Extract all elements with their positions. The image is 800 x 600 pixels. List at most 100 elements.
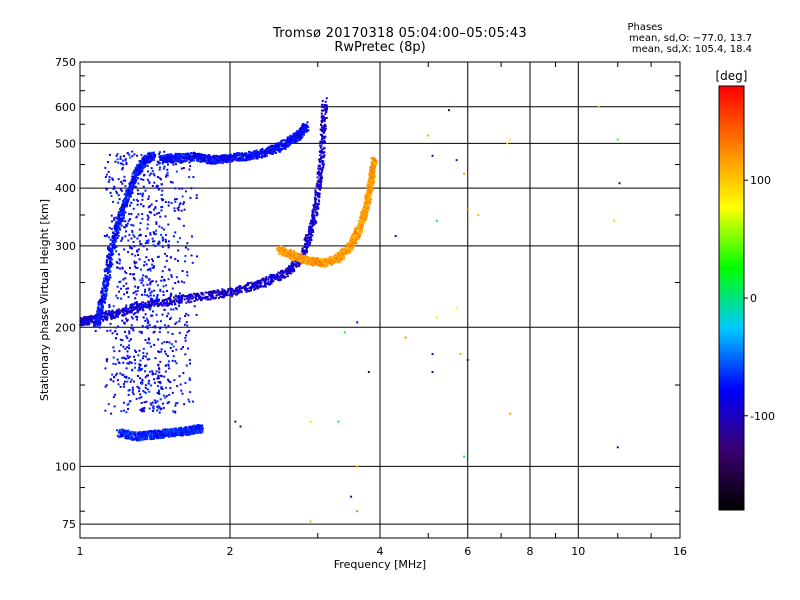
trace-point — [241, 286, 244, 289]
trace-point — [352, 236, 355, 239]
trace-point — [202, 427, 205, 430]
trace-point — [187, 152, 190, 155]
trace-point — [105, 285, 108, 288]
trace-point — [252, 155, 255, 158]
trace-point — [161, 161, 164, 164]
trace-point — [130, 438, 133, 441]
trace-point — [154, 432, 157, 435]
trace-point — [108, 261, 111, 264]
trace-point — [305, 130, 308, 133]
trace-point — [280, 245, 283, 248]
trace-point — [207, 161, 210, 164]
trace-point — [104, 267, 107, 270]
trace-point — [278, 143, 281, 146]
trace-point — [339, 255, 342, 258]
trace-point — [323, 129, 326, 132]
trace-point — [147, 303, 150, 306]
trace-point — [98, 326, 101, 329]
trace-point — [286, 249, 289, 252]
trace-point — [284, 276, 287, 279]
trace-point — [110, 247, 113, 250]
trace-point — [275, 146, 278, 149]
trace-point — [131, 439, 134, 442]
trace-point — [101, 291, 104, 294]
trace-point — [292, 268, 295, 271]
trace-point — [190, 157, 193, 160]
trace-point — [302, 260, 305, 263]
trace-point — [226, 160, 229, 163]
trace-point — [314, 196, 317, 199]
trace-point — [256, 283, 259, 286]
trace-point — [236, 152, 239, 155]
trace-point — [284, 143, 287, 146]
trace-point — [123, 206, 126, 209]
trace-point — [355, 242, 358, 245]
trace-point — [209, 291, 212, 294]
trace-point — [285, 270, 288, 273]
trace-point — [298, 130, 301, 133]
trace-point — [100, 306, 103, 309]
trace-point — [240, 287, 243, 290]
trace-point — [355, 227, 358, 230]
trace-point — [364, 194, 367, 197]
trace-point — [185, 301, 188, 304]
trace-point — [133, 437, 136, 440]
trace-point — [135, 307, 138, 310]
trace-point — [151, 300, 154, 303]
trace-point — [306, 257, 309, 260]
trace-point — [118, 428, 121, 431]
trace-point — [225, 291, 228, 294]
trace-point — [311, 223, 314, 226]
trace-point — [257, 154, 260, 157]
trace-point — [267, 280, 270, 283]
trace-point — [323, 120, 326, 123]
trace-point — [111, 241, 114, 244]
trace-point — [237, 291, 240, 294]
trace-point — [297, 131, 300, 134]
trace-point — [313, 204, 316, 207]
trace-point — [274, 151, 277, 154]
trace-point — [301, 250, 304, 253]
trace-point — [293, 139, 296, 142]
trace-point — [102, 280, 105, 283]
trace-point — [115, 309, 118, 312]
trace-point — [97, 310, 100, 313]
trace-point — [303, 125, 306, 128]
trace-point — [138, 307, 141, 310]
trace-point — [106, 259, 109, 262]
trace-point — [256, 154, 259, 157]
trace-point — [205, 160, 208, 163]
trace-point — [281, 142, 284, 145]
trace-point — [371, 163, 374, 166]
trace-point — [364, 204, 367, 207]
trace-point — [127, 197, 130, 200]
trace-point — [261, 154, 264, 157]
trace-point — [190, 300, 193, 303]
trace-point — [317, 203, 320, 206]
trace-point — [113, 243, 116, 246]
trace-point — [210, 294, 213, 297]
trace-point — [314, 198, 317, 201]
trace-point — [345, 252, 348, 255]
trace-point — [313, 203, 316, 206]
trace-point — [104, 274, 107, 277]
trace-point — [210, 290, 213, 293]
trace-point — [360, 216, 363, 219]
trace-point — [229, 153, 232, 156]
trace-point — [320, 257, 323, 260]
trace-point — [293, 138, 296, 141]
trace-point — [131, 305, 134, 308]
trace-point — [319, 158, 322, 161]
trace-point — [190, 428, 193, 431]
trace-point — [359, 221, 362, 224]
chart-title: Tromsø 20170318 05:04:00–05:05:43 — [272, 26, 528, 41]
trace-point — [182, 428, 185, 431]
trace-point — [314, 222, 317, 225]
trace-point — [201, 296, 204, 299]
trace-point — [144, 302, 147, 305]
trace-point — [198, 431, 201, 434]
trace-point — [366, 207, 369, 210]
trace-point — [110, 262, 113, 265]
trace-point — [174, 302, 177, 305]
trace-point — [137, 304, 140, 307]
